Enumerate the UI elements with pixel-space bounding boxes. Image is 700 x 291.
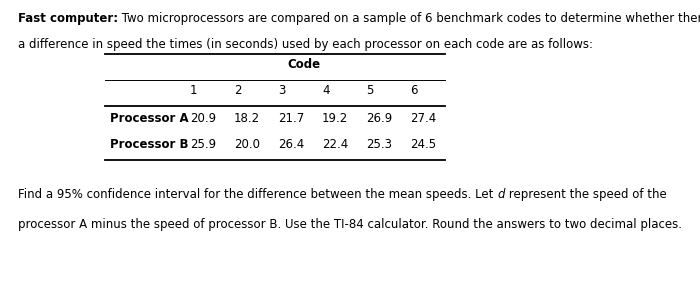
- Text: 20.9: 20.9: [190, 112, 216, 125]
- Text: 20.0: 20.0: [234, 138, 260, 151]
- Text: 26.9: 26.9: [366, 112, 392, 125]
- Text: 21.7: 21.7: [278, 112, 304, 125]
- Text: 1: 1: [190, 84, 197, 97]
- Text: 25.9: 25.9: [190, 138, 216, 151]
- Text: 5: 5: [366, 84, 373, 97]
- Text: 18.2: 18.2: [234, 112, 260, 125]
- Text: 4: 4: [322, 84, 330, 97]
- Text: Code: Code: [288, 58, 321, 71]
- Text: 25.3: 25.3: [366, 138, 392, 151]
- Text: processor A minus the speed of processor B. Use the TI-84 calculator. Round the : processor A minus the speed of processor…: [18, 218, 682, 231]
- Text: 27.4: 27.4: [410, 112, 436, 125]
- Text: 3: 3: [278, 84, 286, 97]
- Text: d: d: [497, 188, 505, 201]
- Text: Fast computer:: Fast computer:: [18, 12, 118, 25]
- Text: 22.4: 22.4: [322, 138, 349, 151]
- Text: 6: 6: [410, 84, 417, 97]
- Text: represent the speed of the: represent the speed of the: [505, 188, 666, 201]
- Text: Processor B: Processor B: [110, 138, 188, 151]
- Text: Find a 95% confidence interval for the difference between the mean speeds. Let: Find a 95% confidence interval for the d…: [18, 188, 497, 201]
- Text: 2: 2: [234, 84, 241, 97]
- Text: a difference in speed the times (in seconds) used by each processor on each code: a difference in speed the times (in seco…: [18, 38, 593, 51]
- Text: Two microprocessors are compared on a sample of 6 benchmark codes to determine w: Two microprocessors are compared on a sa…: [118, 12, 700, 25]
- Text: 26.4: 26.4: [278, 138, 304, 151]
- Text: 24.5: 24.5: [410, 138, 436, 151]
- Text: Processor A: Processor A: [110, 112, 188, 125]
- Text: 19.2: 19.2: [322, 112, 349, 125]
